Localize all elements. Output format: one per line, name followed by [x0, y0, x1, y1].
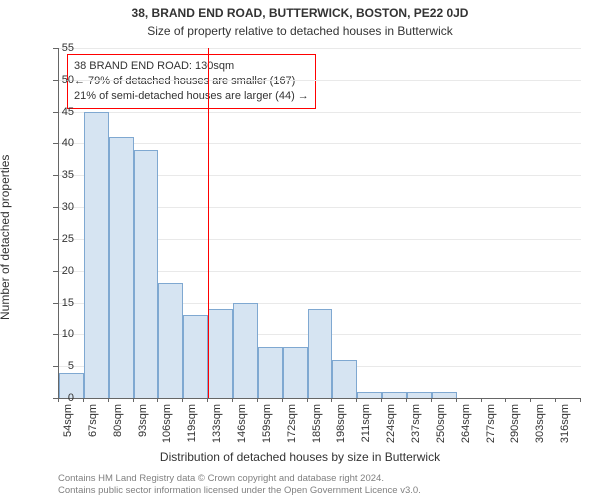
x-tick-label: 80sqm — [112, 404, 124, 454]
x-tick-label: 303sqm — [534, 404, 546, 454]
histogram-bar — [208, 309, 233, 398]
histogram-bar — [158, 283, 183, 398]
x-tick-mark — [58, 398, 59, 402]
y-tick-mark — [53, 175, 58, 176]
histogram-bar — [332, 360, 357, 398]
x-tick-mark — [331, 398, 332, 402]
x-tick-mark — [133, 398, 134, 402]
histogram-bar — [84, 112, 109, 398]
x-tick-label: 119sqm — [186, 404, 198, 454]
x-tick-mark — [157, 398, 158, 402]
x-tick-label: 133sqm — [211, 404, 223, 454]
gridline — [59, 112, 581, 113]
x-tick-label: 172sqm — [286, 404, 298, 454]
x-tick-label: 237sqm — [410, 404, 422, 454]
histogram-bar — [432, 392, 457, 398]
x-tick-mark — [406, 398, 407, 402]
x-tick-label: 250sqm — [435, 404, 447, 454]
x-tick-mark — [530, 398, 531, 402]
x-tick-label: 290sqm — [509, 404, 521, 454]
histogram-bar — [308, 309, 333, 398]
x-tick-mark — [207, 398, 208, 402]
reference-annotation-box: 38 BRAND END ROAD: 130sqm← 79% of detach… — [67, 54, 316, 109]
x-tick-mark — [505, 398, 506, 402]
gridline — [59, 143, 581, 144]
y-tick-mark — [53, 271, 58, 272]
x-tick-label: 224sqm — [385, 404, 397, 454]
y-tick-mark — [53, 80, 58, 81]
x-tick-label: 198sqm — [335, 404, 347, 454]
plot-area: 38 BRAND END ROAD: 130sqm← 79% of detach… — [58, 48, 581, 399]
histogram-bar — [357, 392, 382, 398]
x-tick-label: 211sqm — [360, 404, 372, 454]
y-tick-mark — [53, 143, 58, 144]
x-tick-label: 159sqm — [261, 404, 273, 454]
y-tick-mark — [53, 48, 58, 49]
x-tick-label: 67sqm — [87, 404, 99, 454]
annotation-line: 38 BRAND END ROAD: 130sqm — [74, 59, 309, 74]
reference-line — [208, 48, 209, 398]
histogram-bar — [109, 137, 134, 398]
x-tick-mark — [456, 398, 457, 402]
x-tick-mark — [580, 398, 581, 402]
x-tick-mark — [481, 398, 482, 402]
chart-title-line1: 38, BRAND END ROAD, BUTTERWICK, BOSTON, … — [0, 6, 600, 20]
x-tick-mark — [232, 398, 233, 402]
x-tick-label: 277sqm — [485, 404, 497, 454]
histogram-bar — [283, 347, 308, 398]
histogram-bar — [258, 347, 283, 398]
chart-container: 38, BRAND END ROAD, BUTTERWICK, BOSTON, … — [0, 0, 600, 500]
x-tick-mark — [431, 398, 432, 402]
annotation-line: 21% of semi-detached houses are larger (… — [74, 89, 309, 104]
y-tick-mark — [53, 112, 58, 113]
x-tick-label: 93sqm — [137, 404, 149, 454]
y-axis-label: Number of detached properties — [0, 155, 12, 320]
histogram-bar — [134, 150, 159, 398]
x-tick-label: 316sqm — [559, 404, 571, 454]
x-tick-mark — [381, 398, 382, 402]
footer-line1: Contains HM Land Registry data © Crown c… — [58, 473, 421, 485]
x-tick-label: 106sqm — [161, 404, 173, 454]
x-tick-mark — [307, 398, 308, 402]
x-tick-mark — [182, 398, 183, 402]
y-tick-mark — [53, 366, 58, 367]
y-tick-mark — [53, 334, 58, 335]
x-tick-label: 185sqm — [311, 404, 323, 454]
x-tick-label: 264sqm — [460, 404, 472, 454]
footer-attribution: Contains HM Land Registry data © Crown c… — [58, 473, 421, 497]
x-tick-label: 54sqm — [62, 404, 74, 454]
histogram-bar — [233, 303, 258, 398]
footer-line2: Contains public sector information licen… — [58, 485, 421, 497]
histogram-bar — [407, 392, 432, 398]
x-tick-mark — [108, 398, 109, 402]
gridline — [59, 80, 581, 81]
annotation-line: ← 79% of detached houses are smaller (16… — [74, 74, 309, 89]
x-tick-label: 146sqm — [236, 404, 248, 454]
gridline — [59, 48, 581, 49]
chart-title-line2: Size of property relative to detached ho… — [0, 24, 600, 38]
x-tick-mark — [282, 398, 283, 402]
y-tick-mark — [53, 303, 58, 304]
x-tick-mark — [356, 398, 357, 402]
histogram-bar — [382, 392, 407, 398]
y-tick-mark — [53, 239, 58, 240]
x-tick-mark — [83, 398, 84, 402]
x-tick-mark — [555, 398, 556, 402]
histogram-bar — [183, 315, 208, 398]
x-tick-mark — [257, 398, 258, 402]
y-tick-mark — [53, 207, 58, 208]
